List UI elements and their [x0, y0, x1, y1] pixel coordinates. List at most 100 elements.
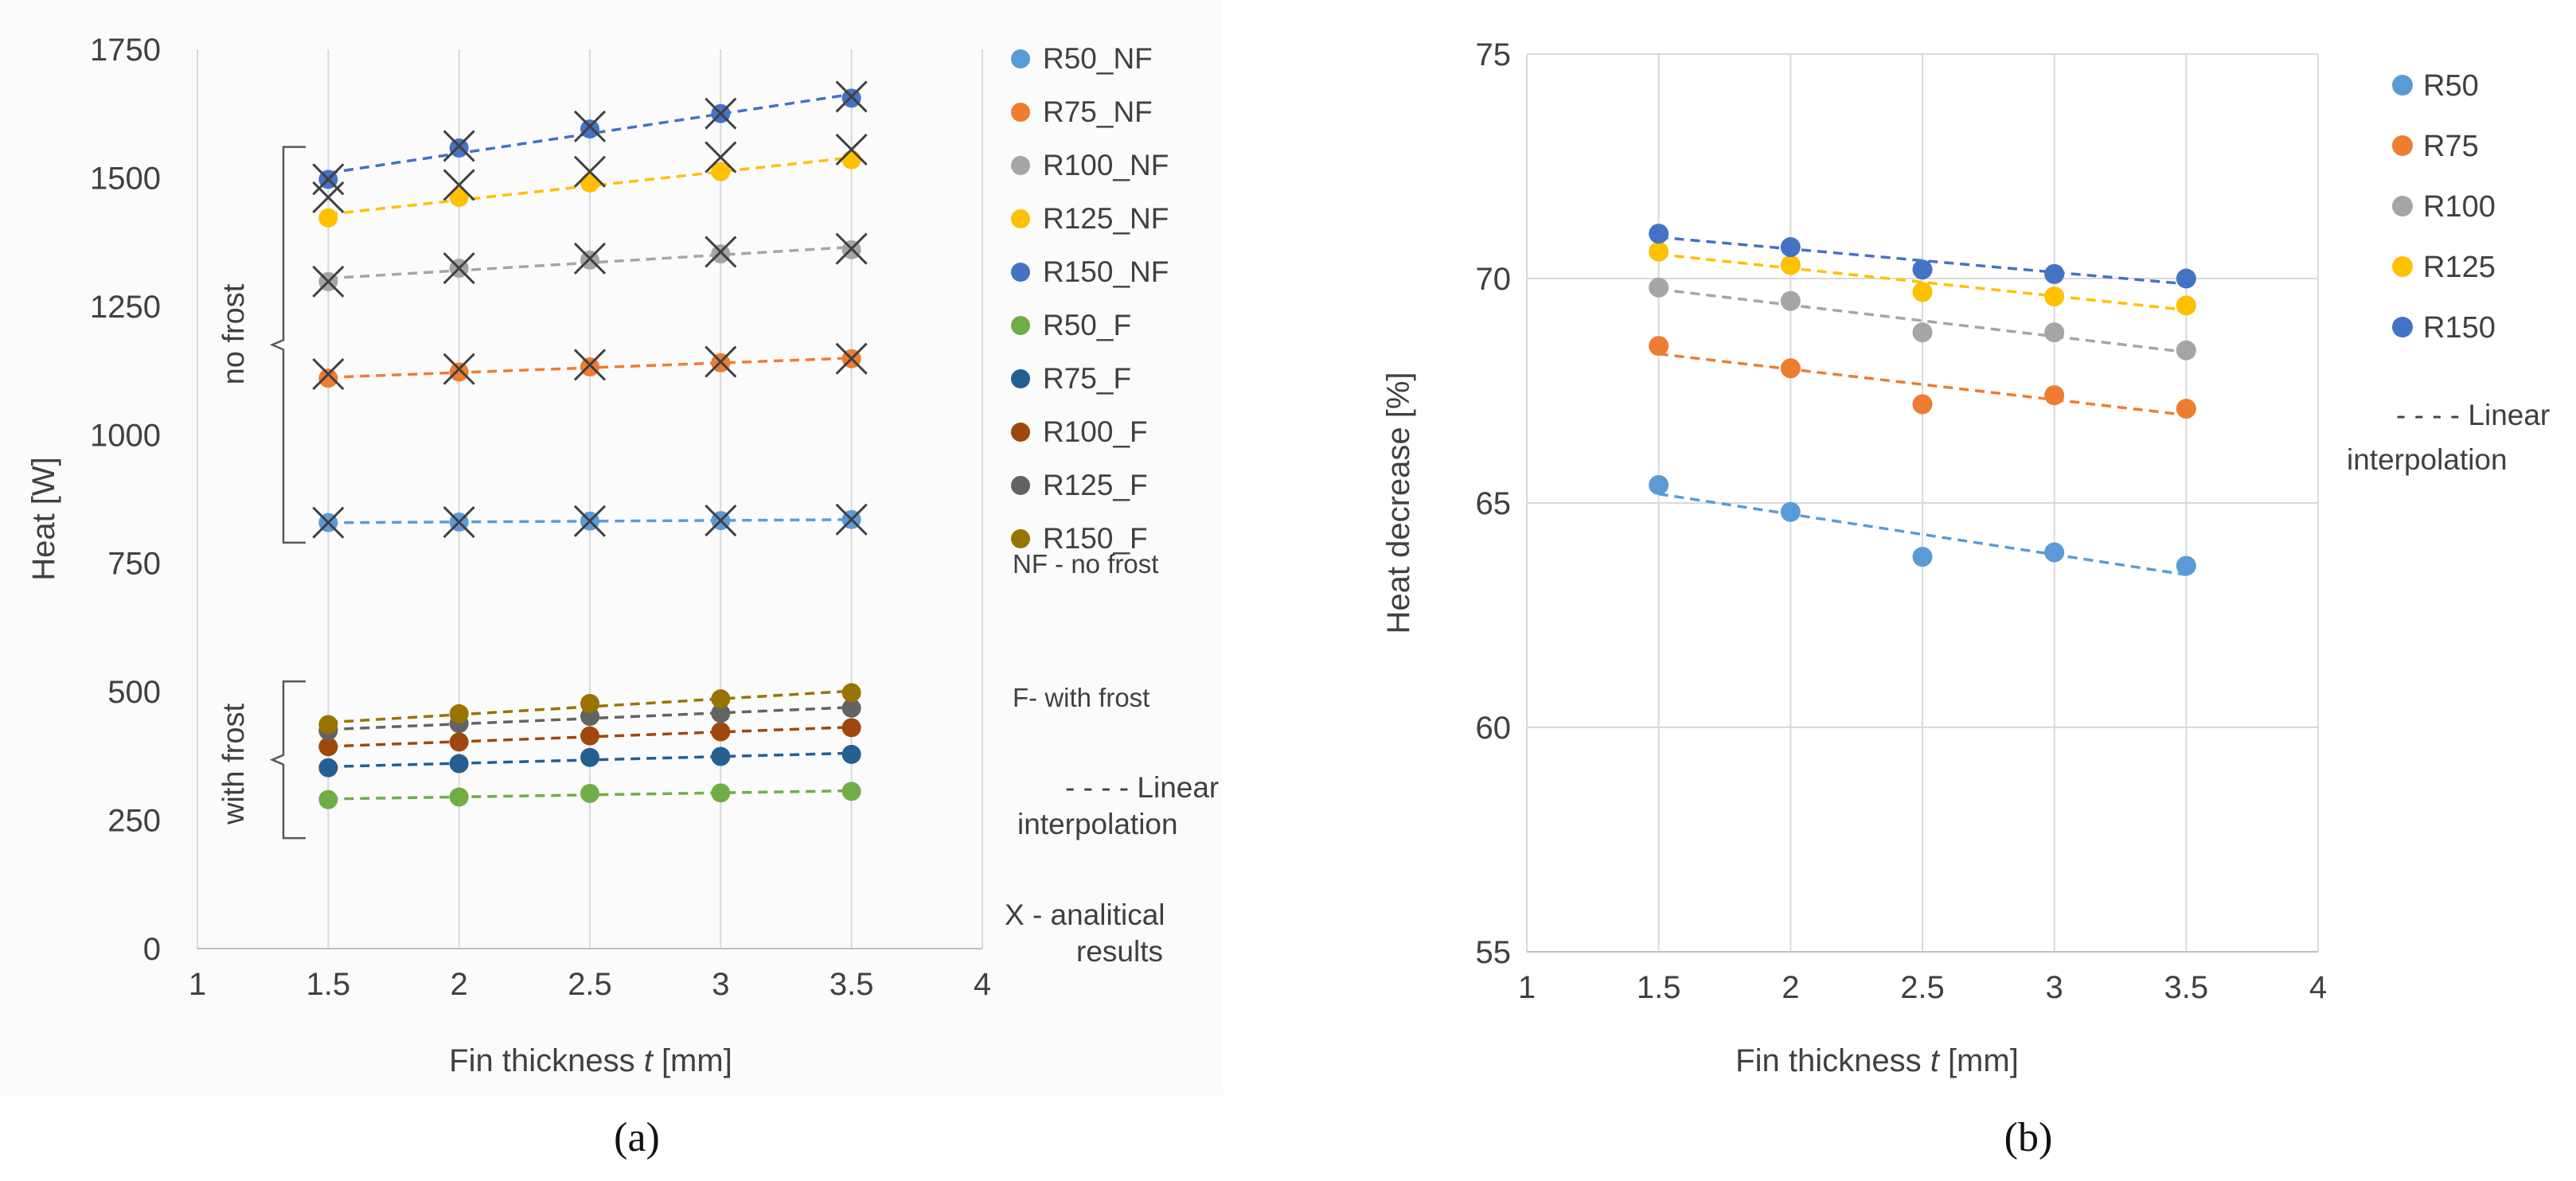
chart-a-analytical-x-R150_NF [835, 80, 868, 113]
chart-b-x-tick-label: 4 [2309, 970, 2327, 1005]
chart-a-analytical-x-R125_NF [312, 181, 345, 214]
caption-b: (b) [2004, 1115, 2053, 1160]
chart-a-legend-marker [1011, 49, 1030, 68]
chart-b-x-tick-label: 2 [1782, 970, 1799, 1005]
chart-a-legend-label: R50_F [1043, 309, 1131, 341]
chart-a-point-R150_NF [580, 119, 599, 139]
chart-b-y-tick-label: 70 [1476, 262, 1512, 297]
chart-panel-b: 1 1.5 2 2.5 3 3.5 4 55 60 65 70 75 R50 R75 R100 R125 R1… [1381, 37, 2550, 1078]
chart-a-point-R150_F [711, 689, 731, 709]
chart-b-legend: R50 R75 R100 R125 R150 - - - - Linear interpol… [2347, 69, 2550, 476]
chart-a-y-tick-label: 0 [143, 932, 161, 967]
chart-a-point-R100_F [841, 718, 861, 738]
chart-a-analytical-x-R100_NF [573, 242, 607, 275]
chart-a-analytical-x-R75_NF [704, 345, 737, 378]
chart-a-point-R50_F [318, 789, 338, 809]
chart-a-analytical-markers [312, 80, 868, 539]
chart-a-point-R50_F [841, 781, 861, 801]
brace-with-frost [269, 680, 306, 840]
chart-a-analytical-x-R75_NF [835, 342, 868, 375]
chart-a-analytical-x-R100_NF [835, 232, 868, 265]
chart-a-legend-label: R100_F [1043, 415, 1148, 448]
chart-b-points [1649, 224, 2196, 576]
chart-a-point-R150_F [841, 683, 861, 703]
chart-a-legend-marker [1011, 423, 1030, 442]
chart-a-analytical-x-R50_NF [835, 503, 868, 536]
chart-b-x-tick-label: 1.5 [1637, 970, 1681, 1005]
chart-b-y-tick-label: 60 [1476, 711, 1512, 746]
chart-b-y-tick-label: 75 [1476, 37, 1512, 72]
chart-b-point-R125 [2176, 295, 2196, 316]
chart-a-x-tick-label: 2.5 [568, 967, 612, 1002]
chart-a-x-tick-label: 1 [189, 967, 206, 1002]
chart-a-analytical-x-R125_NF [443, 169, 475, 201]
chart-a-point-R75_F [449, 754, 469, 774]
chart-b-legend-marker [2392, 135, 2413, 156]
chart-a-legend-marker [1011, 476, 1030, 495]
chart-a-point-R75_F [841, 744, 861, 764]
chart-a-x-axis-label: Fin thickness t [mm] [449, 1043, 732, 1078]
annotation-no-frost: no frost [217, 283, 251, 384]
chart-a-point-R100_F [318, 737, 338, 757]
chart-a-analytical-x-R125_NF [573, 155, 607, 188]
chart-a-point-R125_NF [449, 187, 469, 207]
chart-b-legend-marker [2392, 196, 2413, 216]
chart-b-point-R125 [1780, 255, 1801, 275]
chart-b-legend-note: interpolation [2347, 443, 2508, 476]
chart-a-legend-label: R100_NF [1043, 149, 1169, 181]
chart-b-point-R100 [1649, 277, 1669, 298]
chart-a-point-R75_NF [449, 362, 469, 382]
chart-a-point-R100_NF [711, 244, 731, 263]
chart-a-analytical-x-R75_NF [573, 349, 607, 381]
chart-a-y-tick-label: 1750 [90, 33, 161, 68]
chart-a-point-R75_NF [318, 368, 338, 388]
chart-a-x-tick-label: 2 [451, 967, 468, 1002]
chart-b-point-R150 [2176, 268, 2196, 289]
chart-a-analytical-x-R125_NF [835, 133, 868, 166]
chart-a-point-R100_F [711, 722, 731, 742]
chart-b-point-R50 [1649, 474, 1669, 495]
chart-panel-a: 1 1.5 2 2.5 3 3.5 402505007501000125015001750 … [0, 0, 1223, 1095]
chart-a-analytical-x-R150_NF [704, 97, 737, 130]
chart-b-legend-marker [2392, 256, 2413, 277]
chart-a-analytical-x-R150_NF [573, 110, 607, 142]
chart-a-legend-label: R125_NF [1043, 202, 1169, 235]
chart-b-trendline-R75 [1658, 353, 2187, 417]
chart-a-point-R125_F [711, 704, 731, 723]
chart-b-point-R50 [1780, 501, 1801, 522]
chart-a-y-tick-label: 750 [107, 547, 161, 582]
chart-a-x-tick-label: 1.5 [306, 967, 351, 1002]
chart-b-point-R75 [1780, 358, 1801, 379]
chart-a-point-R150_F [449, 704, 469, 723]
chart-b-tick-labels: 1 1.5 2 2.5 3 3.5 4 55 60 65 70 75 [1476, 37, 2328, 1005]
chart-b-y-axis-label: Heat decrease [%] [1381, 372, 1416, 633]
chart-a-legend-marker [1011, 156, 1030, 175]
chart-a-analytical-x-R50_NF [573, 505, 607, 537]
chart-a-analytical-x-R150_NF [443, 130, 475, 162]
chart-a-braces [269, 146, 306, 840]
chart-b-point-R75 [1649, 336, 1669, 357]
chart-a-legend-note: results [1076, 935, 1163, 968]
chart-a-legend-marker [1011, 263, 1030, 282]
annotation-with-frost: with frost [217, 704, 251, 825]
chart-a-legend-label: R125_F [1043, 469, 1148, 501]
chart-a-point-R75_NF [580, 357, 599, 377]
chart-a-analytical-x-R50_NF [704, 505, 737, 537]
caption-a: (a) [614, 1115, 660, 1160]
chart-a-x-axis-label-variable: t [644, 1043, 654, 1078]
chart-a-legend-marker [1011, 103, 1030, 122]
chart-a-analytical-x-R75_NF [443, 353, 475, 385]
chart-a-legend-label: R75_NF [1043, 95, 1153, 128]
chart-a-x-axis-label-unit: [mm] [653, 1043, 732, 1078]
chart-b-point-R75 [2176, 399, 2196, 419]
chart-b-point-R50 [2044, 542, 2065, 563]
chart-a-legend-label: R150_F [1043, 522, 1148, 555]
chart-b-point-R75 [1912, 394, 1933, 415]
chart-b-legend-marker [2392, 317, 2413, 337]
chart-a-legend-label: R150_NF [1043, 255, 1169, 288]
chart-a-analytical-x-R50_NF [443, 505, 475, 539]
chart-a-analytical-x-R150_NF [312, 163, 345, 196]
chart-a-point-R50_F [711, 783, 731, 803]
chart-a-point-R125_NF [841, 150, 861, 170]
